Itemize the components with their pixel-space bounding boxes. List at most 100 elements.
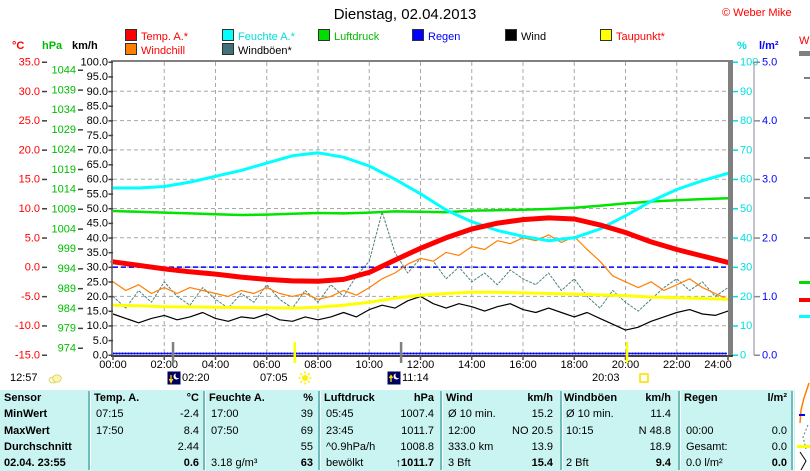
legend-item-1[interactable]: Feuchte A.* (222, 29, 295, 43)
legend-swatch-icon (318, 29, 330, 41)
pct-axis-tick (733, 295, 738, 298)
temp-axis-label: 0.0 (25, 262, 40, 274)
table-cell-info: 12:00 (448, 425, 476, 437)
table-column-divider (791, 391, 794, 470)
pct-axis-label: 20 (740, 291, 752, 303)
kmh-axis-label: 30.0 (87, 262, 108, 274)
pct-axis-tick (733, 149, 738, 151)
table-col-header: Luftdruck (324, 392, 375, 404)
plot-area[interactable]: 100.095.090.085.080.075.070.065.060.055.… (0, 0, 810, 390)
kmh-axis-label: 60.0 (87, 174, 108, 186)
legend-item-2[interactable]: Luftdruck (318, 29, 379, 43)
adjacent-blue-dash (799, 414, 805, 416)
kmh-axis-label: 85.0 (87, 100, 108, 112)
temp-axis-tick (42, 295, 47, 298)
legend-item-6[interactable]: Windchill (125, 43, 185, 57)
time-label: 04:00 (202, 359, 230, 371)
table-col-header: Regen (684, 392, 718, 404)
legend-item-0[interactable]: Temp. A.* (125, 29, 188, 43)
pct-axis-label: 80 (740, 115, 752, 127)
legend-item-7[interactable]: Windböen* (222, 43, 292, 57)
temp-axis-label: -5.0 (21, 291, 40, 303)
kmh-axis-tick (108, 339, 113, 342)
kmh-axis-label: 90.0 (87, 86, 108, 98)
table-col-unit: l/m² (767, 392, 787, 404)
legend-item-4[interactable]: Wind (505, 29, 547, 43)
table-cell-value: 0.6 (183, 457, 199, 469)
temp-axis-label: 10.0 (19, 203, 40, 215)
table-column-divider (318, 391, 321, 470)
kmh-axis-tick (108, 310, 113, 313)
kmh-axis-tick (108, 149, 113, 151)
table-cell-info: 0.0 l/m² (686, 457, 723, 469)
legend-label: Wind (521, 31, 547, 43)
temp-axis-tick (42, 354, 47, 356)
table-cell-info: 23:45 (326, 425, 354, 437)
table-cell-info: Gesamt: (686, 441, 728, 453)
kmh-axis-label: 35.0 (87, 247, 108, 259)
pct-axis-label: 40 (740, 232, 752, 244)
time-tick (163, 355, 165, 360)
rain-axis-label: 5.0 (762, 57, 777, 69)
time-label: 18:00 (560, 359, 588, 371)
hpa-axis-tick (78, 248, 83, 250)
kmh-axis-tick (108, 281, 113, 283)
time-label: 00:00 (99, 359, 127, 371)
pct-axis-tick (733, 325, 738, 327)
legend-item-3[interactable]: Regen (412, 29, 461, 43)
time-label: 02:00 (150, 359, 178, 371)
hpa-axis-tick (78, 208, 83, 211)
pct-axis-label: 30 (740, 262, 752, 274)
kmh-axis-label: 75.0 (87, 130, 108, 142)
temp-axis-unit: °C (12, 40, 25, 52)
table-cell-info: bewölkt (326, 457, 364, 469)
hpa-axis-label: 1014 (52, 184, 76, 196)
adjacent-orange-curve (799, 382, 810, 424)
time-tick (624, 355, 627, 360)
adjacent-partial-label: W (799, 35, 810, 47)
temp-axis-label: 25.0 (19, 115, 40, 127)
pct-axis-tick (733, 208, 738, 210)
kmh-axis-tick (108, 266, 113, 269)
kmh-axis-label: 100.0 (80, 57, 108, 69)
hpa-axis-tick (78, 69, 83, 71)
kmh-axis-label: 70.0 (87, 144, 108, 156)
table-col-unit: °C (186, 392, 199, 404)
table-cell-info: 3.18 g/m³ (211, 457, 258, 469)
copyright-label: © Weber Mike (722, 7, 792, 19)
hpa-axis-label: 979 (58, 323, 76, 335)
hpa-axis-label: 1044 (52, 65, 76, 77)
table-row-label: 02.04. 23:55 (4, 457, 66, 469)
pct-axis-tick (733, 61, 738, 63)
time-tick (368, 355, 370, 360)
kmh-axis-label: 40.0 (87, 232, 108, 244)
event-tick (171, 342, 175, 363)
adjacent-green-dash (799, 281, 810, 284)
hpa-axis-tick (78, 188, 83, 191)
rain-axis-tick (754, 120, 760, 122)
adjacent-axis-tick (804, 77, 810, 79)
table-cell-info: 333.0 km (448, 441, 494, 453)
legend: Temp. A.* Feuchte A.* Luftdruck Regen Wind Ta… (0, 0, 810, 58)
pct-axis-label: 70 (740, 144, 752, 156)
pct-axis-tick (733, 266, 738, 269)
time-tick (471, 355, 473, 360)
time-tick (214, 355, 217, 360)
adjacent-cyan-dash (799, 315, 810, 318)
temp-axis-tick (42, 61, 47, 63)
table-col-unit: km/h (645, 392, 671, 404)
table-cell-info: 17:00 (211, 408, 239, 420)
pct-axis-tick (733, 178, 738, 181)
kmh-axis-tick (108, 178, 113, 181)
legend-label: Regen (428, 31, 461, 43)
event-tick (399, 342, 403, 363)
pct-axis-tick (733, 237, 738, 239)
rain-axis-tick (754, 237, 760, 239)
legend-item-5[interactable]: Taupunkt* (600, 29, 665, 43)
table-cell-value: 1011.7 (401, 425, 434, 437)
table-cell-value: 0.0 (771, 425, 787, 437)
table-cell-value: N 48.8 (638, 425, 671, 437)
kmh-axis-tick (108, 76, 113, 78)
pct-axis-label: 90 (740, 86, 752, 98)
time-tick (112, 355, 114, 360)
